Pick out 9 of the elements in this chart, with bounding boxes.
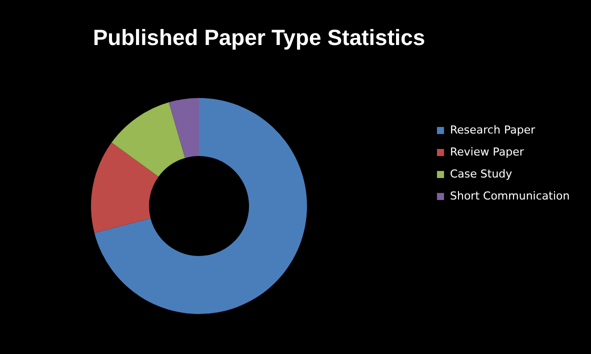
legend-label: Research Paper — [450, 124, 536, 136]
donut-slice — [91, 142, 159, 233]
donut-slice — [168, 98, 199, 158]
legend-label: Case Study — [450, 168, 513, 180]
donut-slice — [94, 98, 307, 314]
donut-slice — [112, 102, 186, 177]
legend-label: Review Paper — [450, 146, 524, 158]
chart-title: Published Paper Type Statistics — [93, 25, 426, 50]
legend-label: Short Communication — [450, 190, 570, 202]
